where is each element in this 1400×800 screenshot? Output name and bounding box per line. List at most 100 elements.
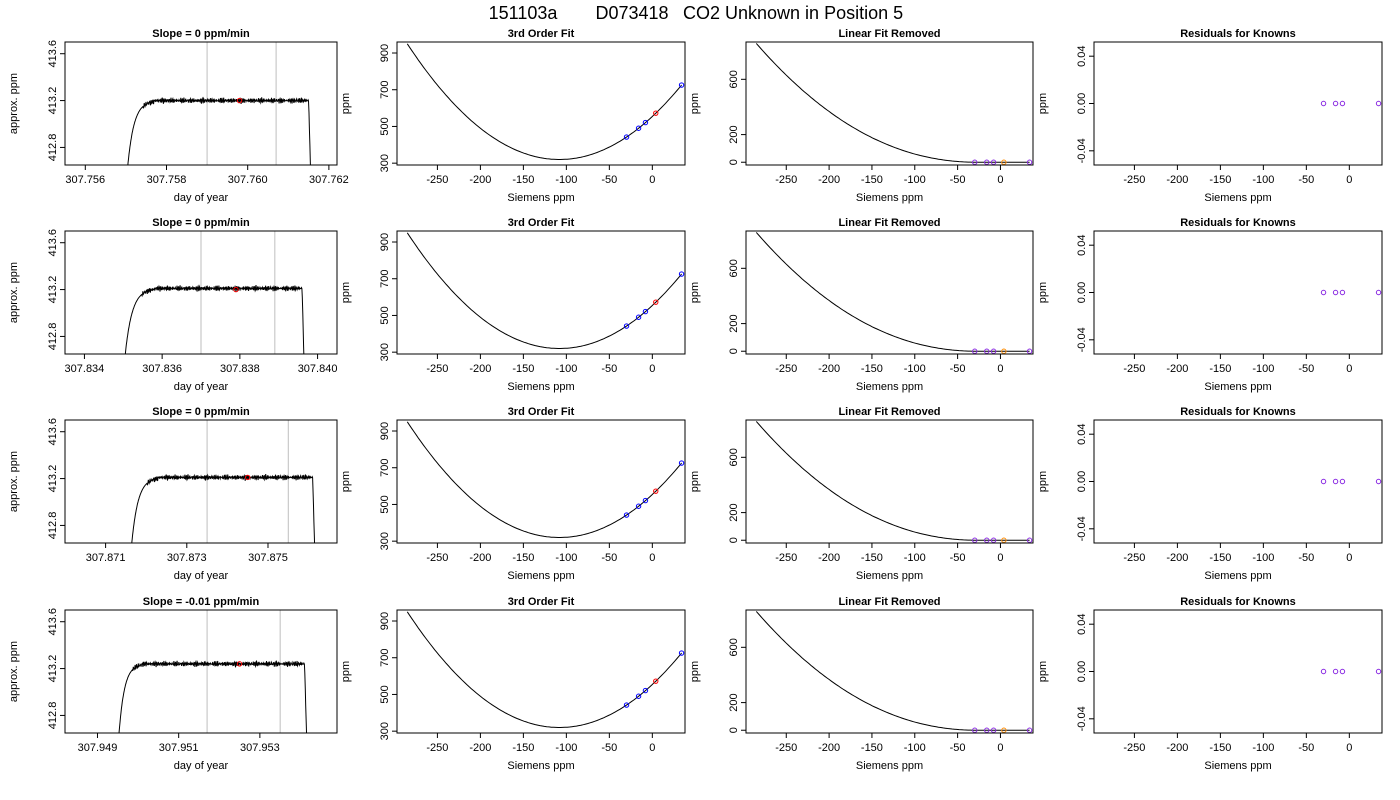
plot-frame — [745, 41, 1034, 166]
panel-15: -250 -200 -150 -100 -50 0 0 200 600 Linear Fit Re… — [689, 596, 1034, 772]
x-tick-label: -50 — [1298, 174, 1314, 186]
panel-title: 3rd Order Fit — [508, 28, 575, 40]
x-tick-label: -250 — [1123, 174, 1145, 186]
plot-frame — [745, 419, 1034, 544]
x-tick-label: -250 — [775, 363, 797, 375]
plot-frame — [745, 230, 1034, 355]
plot-frame — [396, 41, 686, 166]
known-point — [623, 134, 630, 140]
fit-curve — [406, 232, 682, 349]
y-tick-label: 413.6 — [47, 40, 59, 68]
known-point — [635, 314, 642, 320]
plot-area — [1320, 100, 1382, 107]
x-tick-label: 0 — [997, 174, 1003, 186]
known-point — [1026, 537, 1033, 543]
plot-area — [406, 43, 685, 160]
y-axis-label: approx. ppm — [8, 262, 20, 323]
unknown-point — [1001, 727, 1007, 733]
known-point — [635, 125, 642, 131]
panel-1: 307.756 307.758 307.760 307.762 412.8 413.2 41… — [8, 28, 349, 204]
mean-marker — [236, 97, 243, 104]
y-tick-label: 600 — [728, 448, 740, 466]
known-point — [678, 271, 685, 277]
panel-12: -250 -200 -150 -100 -50 0 -0.04 0.00 0.04 Residua… — [1037, 406, 1383, 582]
x-tick-label: -250 — [1123, 742, 1145, 754]
x-tick-label: 307.951 — [159, 742, 199, 754]
mean-marker — [244, 474, 251, 481]
known-point — [642, 687, 649, 694]
panel-4: -250 -200 -150 -100 -50 0 -0.04 0.00 0.04 Residua… — [1037, 28, 1383, 204]
y-tick-label: 0.00 — [1076, 471, 1088, 492]
known-point — [642, 497, 649, 504]
y-tick-label: 412.8 — [47, 702, 59, 730]
panel-2: -250 -200 -150 -100 -50 0 300 500 700 900 3rd Orde… — [340, 28, 686, 204]
plot-frame — [64, 41, 338, 166]
y-tick-label: 600 — [728, 70, 740, 88]
fit-curve — [406, 611, 682, 728]
y-tick-label: 700 — [379, 459, 391, 477]
y-tick-label: 413.6 — [47, 418, 59, 446]
panel-10: -250 -200 -150 -100 -50 0 300 500 700 900 3rd Orde… — [340, 406, 686, 582]
x-tick-label: -100 — [904, 742, 926, 754]
y-tick-label: 412.8 — [47, 134, 59, 162]
known-point — [623, 323, 630, 329]
y-axis-label: ppm — [340, 661, 352, 682]
unknown-point — [653, 488, 659, 494]
panel-grid: 307.756 307.758 307.760 307.762 412.8 413.2 41… — [8, 28, 1383, 772]
signal-trace — [127, 96, 311, 165]
x-axis-label: day of year — [174, 570, 229, 582]
y-tick-label: 700 — [379, 270, 391, 288]
residual-point — [1320, 478, 1327, 485]
y-tick-label: 500 — [379, 495, 391, 513]
signal-trace — [131, 473, 316, 543]
x-tick-label: -150 — [1209, 174, 1231, 186]
y-axis-label: ppm — [1037, 282, 1049, 303]
x-tick-label: -150 — [512, 174, 534, 186]
panel-3: -250 -200 -150 -100 -50 0 0 200 600 Linear Fit Re… — [689, 28, 1034, 204]
x-tick-label: 307.871 — [86, 552, 126, 564]
plot-frame — [396, 419, 686, 544]
fit-curve — [406, 421, 682, 538]
x-tick-label: -250 — [775, 552, 797, 564]
x-tick-label: 0 — [1346, 742, 1352, 754]
signal-trace — [118, 659, 308, 733]
y-tick-label: 300 — [379, 343, 391, 361]
panel-title: 3rd Order Fit — [508, 596, 575, 608]
residual-point — [1320, 289, 1327, 296]
unknown-point — [653, 299, 659, 305]
x-tick-label: -50 — [1298, 742, 1314, 754]
x-tick-label: -50 — [601, 363, 617, 375]
x-tick-label: -50 — [950, 174, 966, 186]
x-tick-label: 0 — [1346, 363, 1352, 375]
y-tick-label: 412.8 — [47, 512, 59, 540]
x-tick-label: -150 — [1209, 552, 1231, 564]
unknown-point — [653, 678, 659, 684]
known-point — [1026, 348, 1033, 354]
known-point — [678, 460, 685, 466]
x-tick-label: -100 — [1252, 363, 1274, 375]
y-tick-label: 700 — [379, 81, 391, 99]
x-axis-label: Siemens ppm — [1204, 570, 1271, 582]
residual-point — [1375, 100, 1382, 107]
y-tick-label: 200 — [728, 693, 740, 711]
plot-area — [406, 421, 685, 538]
y-tick-label: 300 — [379, 154, 391, 172]
figure-title-analyzer: D073418 — [595, 3, 668, 23]
plot-frame — [1093, 41, 1383, 166]
y-tick-label: 600 — [728, 638, 740, 656]
y-tick-label: 300 — [379, 532, 391, 550]
plot-area — [127, 42, 311, 165]
residual-point — [1332, 100, 1339, 107]
x-tick-label: 0 — [649, 552, 655, 564]
x-tick-label: -100 — [904, 552, 926, 564]
x-tick-label: -50 — [950, 552, 966, 564]
residual-point — [1339, 668, 1346, 675]
x-tick-label: -100 — [1252, 552, 1274, 564]
x-tick-label: 0 — [1346, 174, 1352, 186]
x-axis-label: Siemens ppm — [856, 760, 923, 772]
residual-curve — [755, 232, 1030, 352]
x-tick-label: -50 — [950, 742, 966, 754]
x-tick-label: 307.760 — [228, 174, 268, 186]
x-tick-label: -200 — [818, 742, 840, 754]
residual-point — [1339, 100, 1346, 107]
